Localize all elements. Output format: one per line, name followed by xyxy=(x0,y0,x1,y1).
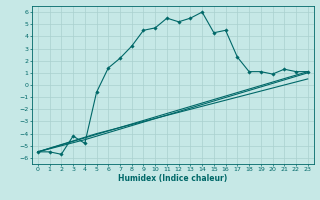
X-axis label: Humidex (Indice chaleur): Humidex (Indice chaleur) xyxy=(118,174,228,183)
